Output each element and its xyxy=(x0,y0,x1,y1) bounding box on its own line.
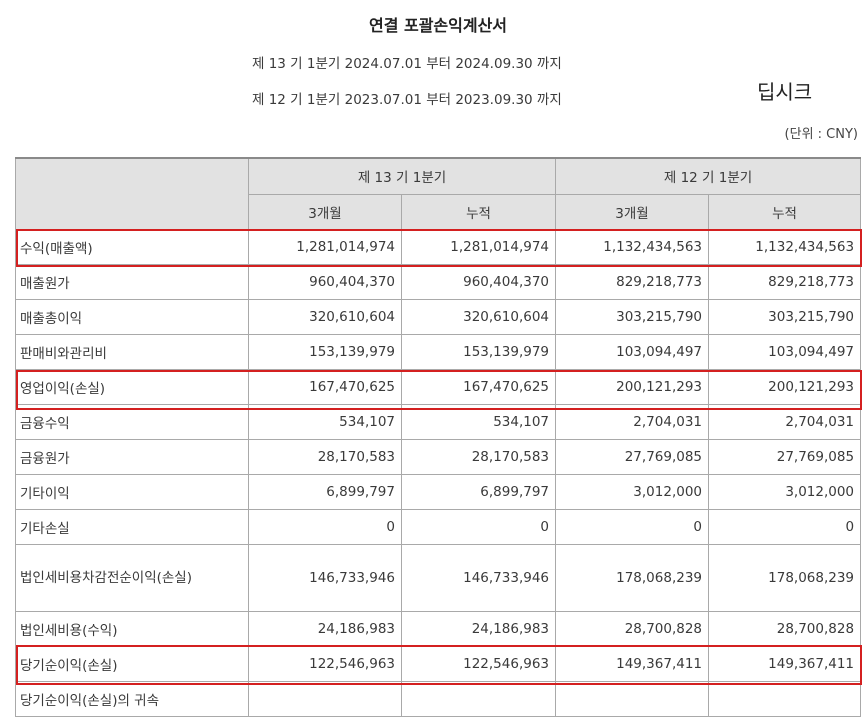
header-period-current: 제 13 기 1분기 xyxy=(249,158,556,194)
cell-value: 178,068,239 xyxy=(556,544,709,611)
cell-value xyxy=(402,681,556,716)
cell-value: 6,899,797 xyxy=(402,474,556,509)
cell-value: 27,769,085 xyxy=(556,439,709,474)
cell-value: 27,769,085 xyxy=(709,439,861,474)
table-row-finance-cost: 금융원가 28,170,583 28,170,583 27,769,085 27… xyxy=(16,439,861,474)
cell-value: 200,121,293 xyxy=(556,369,709,404)
cell-value: 960,404,370 xyxy=(249,264,402,299)
cell-value: 146,733,946 xyxy=(249,544,402,611)
subheader-cumulative: 누적 xyxy=(402,194,556,229)
cell-value: 320,610,604 xyxy=(249,299,402,334)
cell-value: 24,186,983 xyxy=(402,611,556,646)
cell-value: 0 xyxy=(402,509,556,544)
row-label: 금융원가 xyxy=(16,439,249,474)
row-label: 당기순이익(손실) xyxy=(16,646,249,681)
row-label: 수익(매출액) xyxy=(16,229,249,264)
cell-value: 149,367,411 xyxy=(556,646,709,681)
table-row-net-income-attribution: 당기순이익(손실)의 귀속 xyxy=(16,681,861,716)
row-label: 영업이익(손실) xyxy=(16,369,249,404)
row-label: 당기순이익(손실)의 귀속 xyxy=(16,681,249,716)
row-label: 판매비와관리비 xyxy=(16,334,249,369)
table-row-sga: 판매비와관리비 153,139,979 153,139,979 103,094,… xyxy=(16,334,861,369)
cell-value xyxy=(556,681,709,716)
cell-value: 24,186,983 xyxy=(249,611,402,646)
subheader-3months: 3개월 xyxy=(249,194,402,229)
income-statement-table: 제 13 기 1분기 제 12 기 1분기 3개월 누적 3개월 누적 수익(매… xyxy=(15,157,861,717)
cell-value: 303,215,790 xyxy=(556,299,709,334)
table-row-operating-income: 영업이익(손실) 167,470,625 167,470,625 200,121… xyxy=(16,369,861,404)
period-prior: 제 12 기 1분기 2023.07.01 부터 2023.09.30 까지 xyxy=(252,88,562,108)
table-row-other-losses: 기타손실 0 0 0 0 xyxy=(16,509,861,544)
unit-label: (단위 : CNY) xyxy=(785,123,858,142)
cell-value: 829,218,773 xyxy=(556,264,709,299)
row-label: 매출총이익 xyxy=(16,299,249,334)
cell-value: 0 xyxy=(556,509,709,544)
cell-value: 122,546,963 xyxy=(249,646,402,681)
subheader-3months: 3개월 xyxy=(556,194,709,229)
cell-value xyxy=(249,681,402,716)
cell-value: 6,899,797 xyxy=(249,474,402,509)
row-label: 기타이익 xyxy=(16,474,249,509)
cell-value: 3,012,000 xyxy=(709,474,861,509)
row-label: 금융수익 xyxy=(16,404,249,439)
table-row-other-gains: 기타이익 6,899,797 6,899,797 3,012,000 3,012… xyxy=(16,474,861,509)
cell-value: 1,281,014,974 xyxy=(402,229,556,264)
cell-value: 153,139,979 xyxy=(402,334,556,369)
header-period-prior: 제 12 기 1분기 xyxy=(556,158,861,194)
watermark-label: 딥시크 xyxy=(757,76,812,105)
cell-value: 1,132,434,563 xyxy=(709,229,861,264)
cell-value: 146,733,946 xyxy=(402,544,556,611)
table-row-income-tax: 법인세비용(수익) 24,186,983 24,186,983 28,700,8… xyxy=(16,611,861,646)
cell-value: 28,700,828 xyxy=(709,611,861,646)
cell-value: 960,404,370 xyxy=(402,264,556,299)
cell-value: 320,610,604 xyxy=(402,299,556,334)
cell-value: 534,107 xyxy=(402,404,556,439)
header-corner xyxy=(16,158,249,229)
cell-value: 1,281,014,974 xyxy=(249,229,402,264)
cell-value: 2,704,031 xyxy=(556,404,709,439)
cell-value: 28,700,828 xyxy=(556,611,709,646)
period-current: 제 13 기 1분기 2024.07.01 부터 2024.09.30 까지 xyxy=(252,52,562,72)
subheader-cumulative: 누적 xyxy=(709,194,861,229)
row-label: 기타손실 xyxy=(16,509,249,544)
table-row-pretax-income: 법인세비용차감전순이익(손실) 146,733,946 146,733,946 … xyxy=(16,544,861,611)
table-row-gross-profit: 매출총이익 320,610,604 320,610,604 303,215,79… xyxy=(16,299,861,334)
table-row-revenue: 수익(매출액) 1,281,014,974 1,281,014,974 1,13… xyxy=(16,229,861,264)
cell-value: 149,367,411 xyxy=(709,646,861,681)
statement-title: 연결 포괄손익계산서 xyxy=(0,12,866,36)
row-label: 법인세비용(수익) xyxy=(16,611,249,646)
cell-value: 3,012,000 xyxy=(556,474,709,509)
cell-value xyxy=(709,681,861,716)
cell-value: 0 xyxy=(249,509,402,544)
cell-value: 28,170,583 xyxy=(249,439,402,474)
cell-value: 167,470,625 xyxy=(249,369,402,404)
cell-value: 103,094,497 xyxy=(556,334,709,369)
cell-value: 1,132,434,563 xyxy=(556,229,709,264)
table-row-finance-income: 금융수익 534,107 534,107 2,704,031 2,704,031 xyxy=(16,404,861,439)
cell-value: 534,107 xyxy=(249,404,402,439)
cell-value: 153,139,979 xyxy=(249,334,402,369)
cell-value: 122,546,963 xyxy=(402,646,556,681)
cell-value: 103,094,497 xyxy=(709,334,861,369)
row-label: 법인세비용차감전순이익(손실) xyxy=(16,544,249,611)
cell-value: 178,068,239 xyxy=(709,544,861,611)
cell-value: 829,218,773 xyxy=(709,264,861,299)
cell-value: 200,121,293 xyxy=(709,369,861,404)
cell-value: 28,170,583 xyxy=(402,439,556,474)
cell-value: 2,704,031 xyxy=(709,404,861,439)
cell-value: 167,470,625 xyxy=(402,369,556,404)
table-row-net-income: 당기순이익(손실) 122,546,963 122,546,963 149,36… xyxy=(16,646,861,681)
cell-value: 0 xyxy=(709,509,861,544)
row-label: 매출원가 xyxy=(16,264,249,299)
table-row-cost-of-sales: 매출원가 960,404,370 960,404,370 829,218,773… xyxy=(16,264,861,299)
cell-value: 303,215,790 xyxy=(709,299,861,334)
